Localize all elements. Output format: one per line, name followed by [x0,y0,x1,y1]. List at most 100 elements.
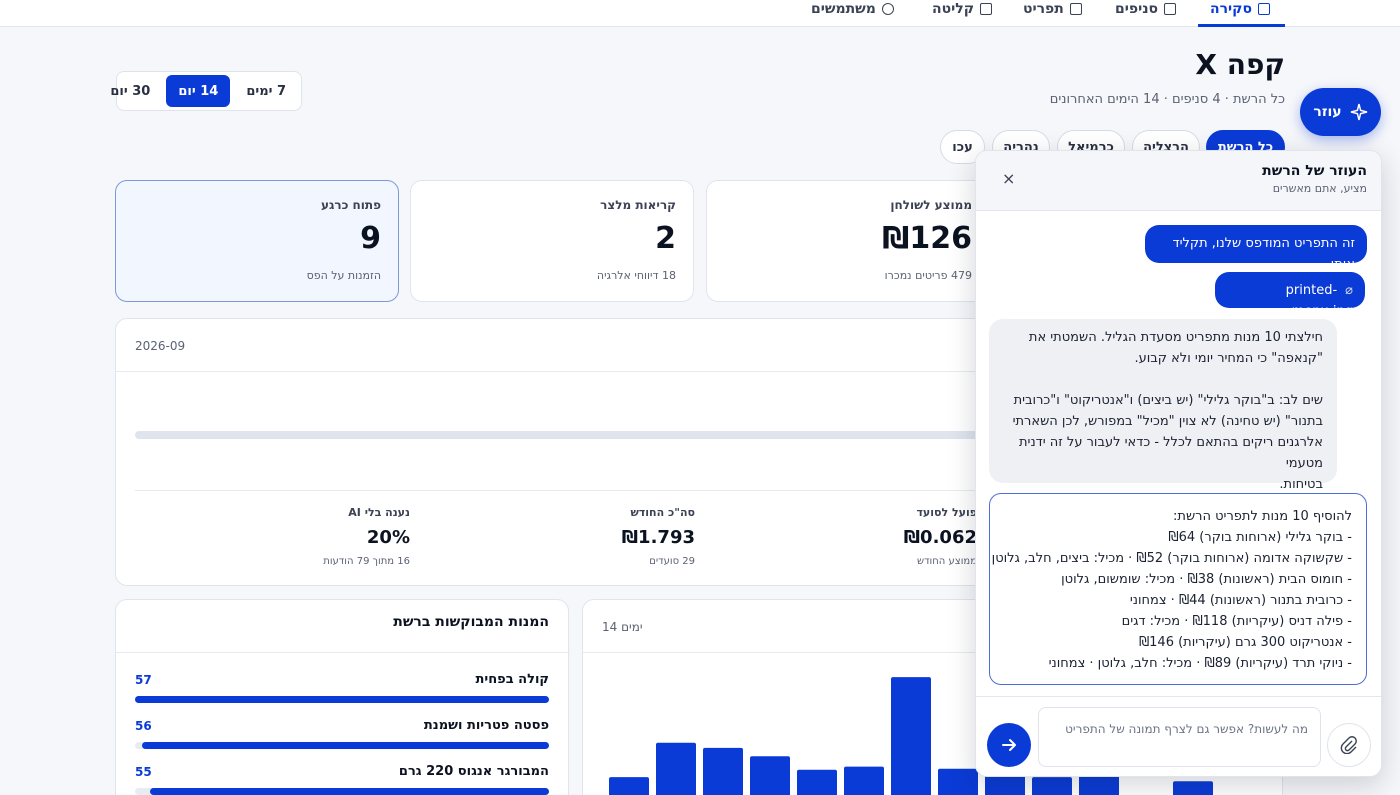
chart-bar [1032,777,1072,795]
card-divider [116,652,570,653]
range-14-days-button[interactable]: 14 יום [166,75,231,107]
chart-bar [938,768,978,795]
metric-sub: 16 מתוך 79 הודעות [323,556,410,567]
nav-item-overview[interactable]: סקירה [1210,0,1270,26]
stat-label: קריאות מלצר [600,198,676,212]
range-30-days-button[interactable]: 30 יום [110,83,151,99]
range-7-days-button[interactable]: 7 ימים [246,83,286,99]
message-input[interactable]: מה לעשות? אפשר גם לצרף תמונה של התפריט [1038,707,1321,767]
stat-card-waiter-calls: קריאות מלצר 2 18 דיווחי אלרגיה [410,180,694,302]
dish-count: 57 [135,673,152,687]
draft-line: - אנטריקוט 300 גרם (עיקריות) ₪146 [1138,635,1352,650]
chart-bar [750,756,790,795]
stat-value: 9 [360,221,381,256]
card-divider [116,371,1284,372]
message-line: בתנור" (יש טחינה) לא צוין "מכיל" במפורש,… [1012,414,1323,429]
draft-line: - פילה דניס (עיקריות) ₪118 · מכיל: דגים [1121,614,1352,629]
dish-name: המבורגר אנגוס 220 גרם [398,764,549,779]
user-icon [881,3,894,15]
message-line: אלרגנים ריקים בהתאם לכלל - כדאי לעבור על… [1019,435,1323,471]
stat-sub: 479 פריטים נמכרו [884,269,972,282]
send-button[interactable] [987,723,1031,767]
metric-value: ₪1.793 [621,527,695,548]
section-title: המנות המבוקשות ברשת [393,614,549,630]
assistant-button-label: עוזר [1313,104,1342,120]
nav-item-label: קליטה [932,1,975,17]
user-message: זה התפריט המודפס שלנו, תקליד אותו [1145,225,1367,272]
metric-sub: 29 סועדים [649,556,695,567]
arrow-right-icon [1002,739,1016,751]
top-nav: משתמשים קליטה תפריט סניפים סקירה [0,0,1400,27]
draft-line: - ניוקי תרד (עיקריות) ₪89 · מכיל: חלב, ג… [1048,656,1352,671]
draft-line: להוסיף 10 מנות לתפריט הרשת: [1173,509,1352,524]
card-divider [583,652,1284,653]
nav-item-branches[interactable]: סניפים [1115,0,1177,26]
chart-bar [703,747,743,795]
page-subtitle: כל הרשת · 4 סניפים · 14 הימים האחרונים [1049,92,1285,107]
nav-item-label: תפריט [1023,1,1064,17]
stat-value: ₪126 [882,221,972,256]
draft-line: - שקשוקה אדומה (ארוחות בוקר) ₪52 · מכיל:… [991,551,1352,566]
chart-bar [656,742,696,795]
assistant-message: חילצתי 10 מנות מתפריט מסעדת הגליל. השמטת… [989,319,1337,492]
metric-value: ₪0.062 [903,527,977,548]
nav-item-menu[interactable]: תפריט [1023,0,1082,26]
dish-bar [149,788,549,795]
stat-label: ממוצע לשולחן [890,198,972,212]
building-icon [1164,3,1177,15]
dish-bar [135,696,549,703]
usage-progress-track [135,431,1263,439]
attach-button[interactable] [1327,723,1371,767]
stat-sub: 18 דיווחי אלרגיה [596,269,676,282]
nav-active-indicator [1198,24,1285,27]
attachment-name: printed-menu.jpg [1285,283,1353,319]
message-line: חילצתי 10 מנות מתפריט מסעדת הגליל. השמטת… [1028,330,1323,345]
nav-item-label: סקירה [1210,1,1252,17]
metric-value: 20% [366,527,410,548]
sparkle-icon [1350,103,1367,121]
chart-bar [1079,771,1119,795]
message-line: בטיחות. [1279,477,1323,492]
chart-title: 14 ימים [602,620,643,634]
dish-bar [142,742,549,749]
dish-name: פסטה פטריות ושמנת [423,718,549,733]
metric-label: נענה בלי AI [348,506,410,519]
message-line: שים לב: ב"בוקר גלילי" (יש ביצים) ו"אנטרי… [1013,393,1323,408]
paperclip-icon [1340,736,1357,754]
paperclip-icon: ⌀ [1345,283,1353,298]
draft-line: - חומוס הבית (ראשונות) ₪38 · מכיל: שומשו… [1061,572,1352,587]
nav-item-intake[interactable]: קליטה [932,0,993,26]
chart-bar [844,766,884,795]
dish-count: 55 [135,765,152,779]
nav-item-users[interactable]: משתמשים [811,0,894,26]
branch-chip-acre[interactable]: עכו [940,130,985,164]
assistant-panel-title: העוזר של הרשת [1262,163,1367,179]
assistant-panel: העוזר של הרשת מציע, אתם מאשרים × זה התפר… [975,150,1382,777]
assistant-panel-subtitle: מציע, אתם מאשרים [1272,182,1367,195]
nav-item-label: משתמשים [811,1,876,17]
page-title: קפה X [1195,48,1285,81]
draft-line: - כרובית בתנור (ראשונות) ₪44 · צמחוני [1129,593,1352,608]
chart-bar [609,777,649,795]
metric-sub: ממוצע החודש [916,556,977,567]
inbox-icon [980,3,993,15]
range-selector: 7 ימים 14 יום 30 יום [110,71,302,111]
metric-label: פועל לסועד [916,506,977,519]
chart-bar [1173,781,1213,795]
close-icon[interactable]: × [1002,169,1016,188]
month-label: 2026-09 [135,339,186,353]
orders-bar-chart [609,677,1213,795]
user-attachment-message[interactable]: ⌀printed-menu.jpg [1215,272,1365,319]
stat-card-avg-per-table: ממוצע לשולחן ₪126 479 פריטים נמכרו [706,180,990,302]
assistant-draft-action[interactable]: להוסיף 10 מנות לתפריט הרשת: - בוקר גלילי … [989,493,1367,685]
stat-card-open-now: פתוח כרגע 9 הזמנות על הפס [115,180,399,302]
composer: מה לעשות? אפשר גם לצרף תמונה של התפריט [976,696,1381,776]
dish-name: קולה בפחית [475,672,549,687]
document-icon [1069,3,1082,15]
chart-bar [891,677,931,795]
stat-sub: הזמנות על הפס [306,269,381,282]
chart-icon [1258,3,1270,15]
assistant-button[interactable]: עוזר [1300,88,1381,136]
metric-label: סה"כ החודש [630,506,695,519]
draft-line: - בוקר גלילי (ארוחות בוקר) ₪64 [1168,530,1352,545]
